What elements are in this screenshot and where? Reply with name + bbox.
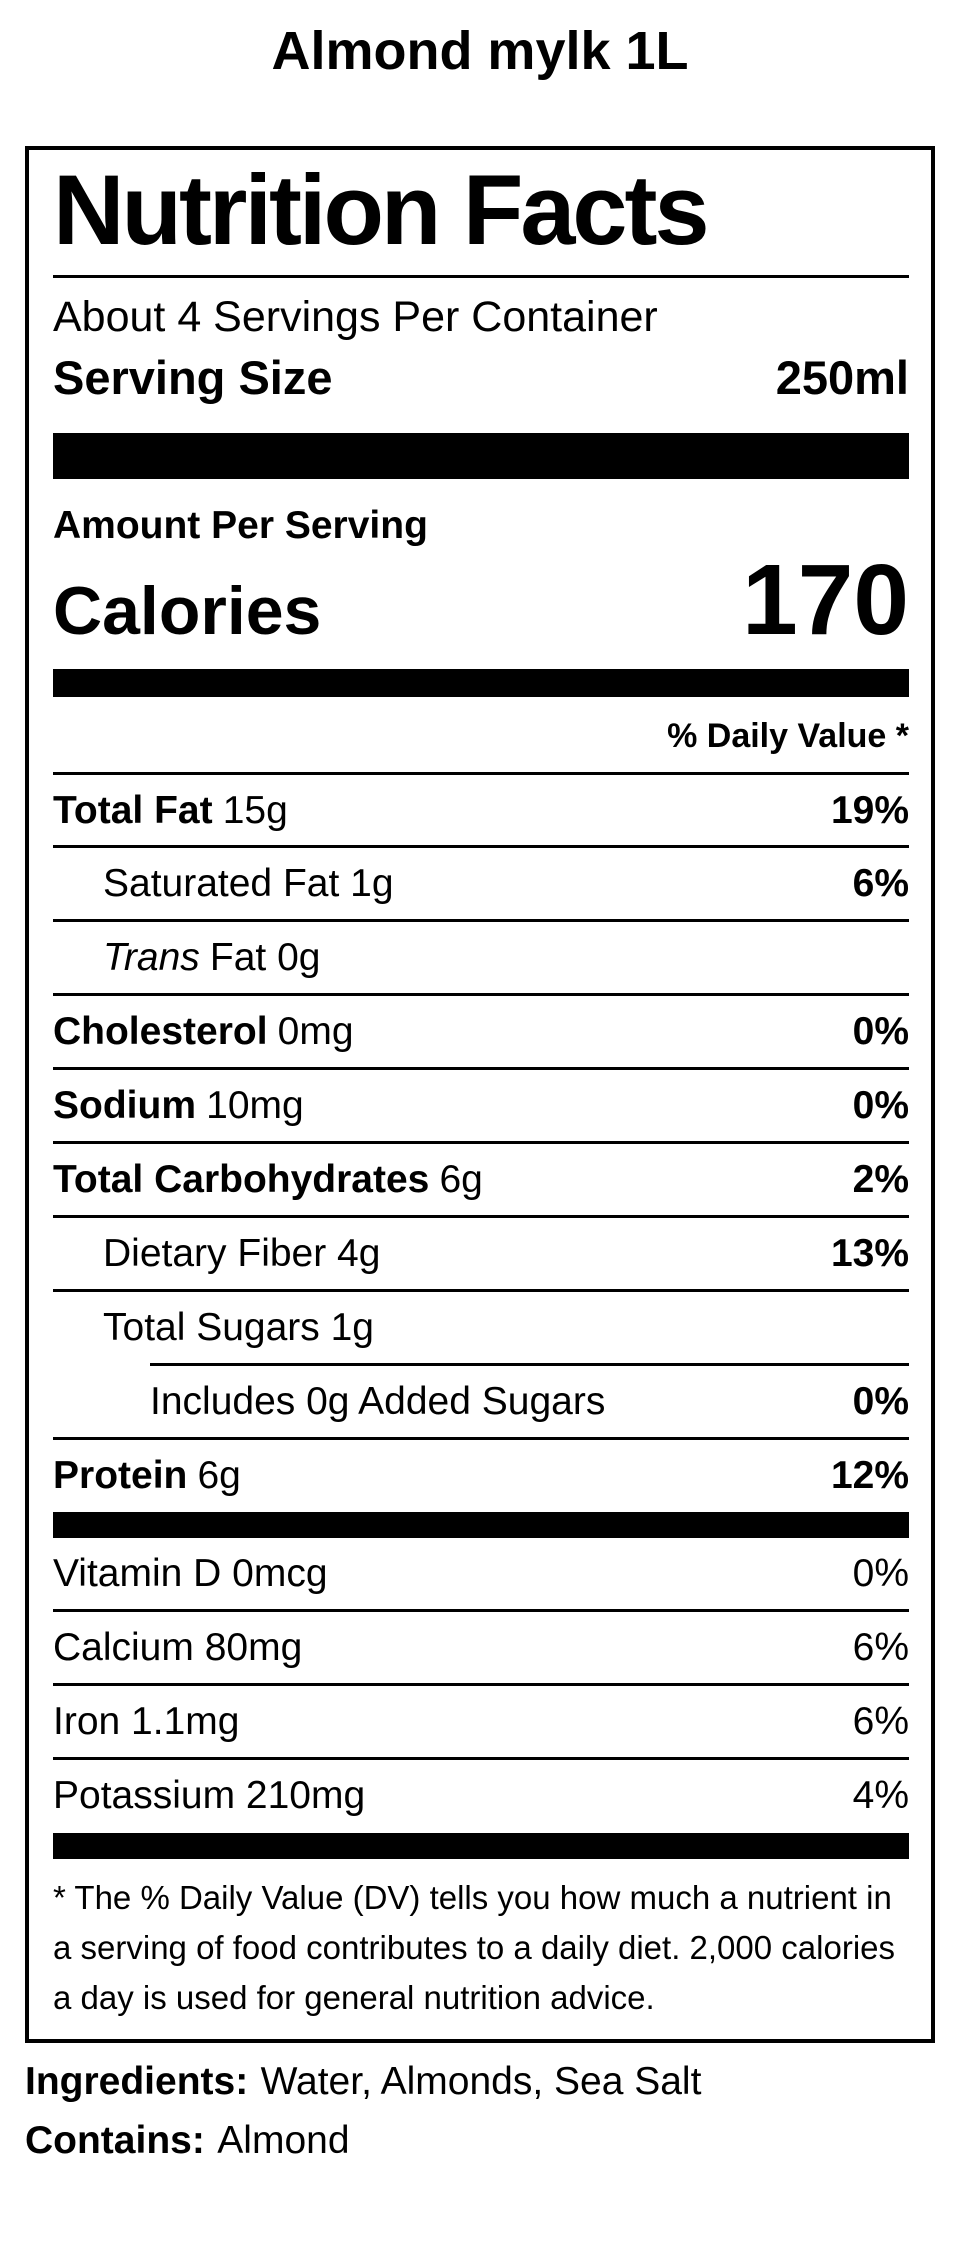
nutrient-amount: 6g [439, 1157, 483, 1201]
nutrient-dv: 6% [852, 862, 909, 906]
nutrient-dv: 19% [830, 788, 909, 832]
nutrient-row-dietary-fiber: Dietary Fiber 4g 13% [53, 1218, 909, 1289]
divider [53, 275, 909, 279]
divider [53, 1140, 909, 1144]
nutrient-amount: Fat 0g [209, 936, 321, 980]
nutrient-row-saturated-fat: Saturated Fat 1g 6% [53, 848, 909, 919]
vitamin-name: Potassium 210mg [53, 1774, 366, 1818]
vitamin-row-potassium: Potassium 210mg 4% [53, 1760, 909, 1831]
nutrient-row-sodium: Sodium 10mg 0% [53, 1070, 909, 1141]
nutrient-dv: 0% [852, 1010, 909, 1054]
serving-size-value: 250ml [775, 351, 909, 405]
nutrient-row-cholesterol: Cholesterol 0mg 0% [53, 996, 909, 1067]
nutrient-dv: 13% [830, 1231, 909, 1275]
medium-separator-bar [53, 1512, 909, 1539]
nutrient-dv: 0% [852, 1379, 909, 1423]
page-title: Almond mylk 1L [271, 21, 689, 81]
contains-label: Contains: [25, 2119, 205, 2163]
ingredients-line: Ingredients: Water, Almonds, Sea Salt [25, 2061, 960, 2104]
nutrient-amount: 10mg [206, 1084, 304, 1128]
daily-value-header: % Daily Value * [667, 716, 909, 755]
nutrient-amount: Includes 0g Added Sugars [150, 1379, 606, 1423]
divider [53, 1757, 909, 1761]
nutrient-name: Total Carbohydrates [53, 1157, 430, 1201]
nutrition-facts-box: Nutrition Facts About 4 Servings Per Con… [25, 146, 935, 2044]
divider [53, 993, 909, 997]
vitamin-dv: 4% [852, 1774, 909, 1818]
nutrient-amount: 6g [197, 1453, 241, 1497]
vitamin-name: Calcium 80mg [53, 1626, 303, 1670]
daily-value-footnote: * The % Daily Value (DV) tells you how m… [53, 1878, 895, 2017]
nutrient-name: Cholesterol [53, 1010, 268, 1054]
divider [53, 1436, 909, 1440]
divider [53, 1067, 909, 1071]
nutrition-facts-title: Nutrition Facts [53, 154, 710, 266]
nutrient-amount: Saturated Fat 1g [103, 862, 394, 906]
nutrient-row-total-carbohydrates: Total Carbohydrates 6g 2% [53, 1144, 909, 1215]
nutrient-name-italic: Trans [103, 936, 200, 980]
nutrient-dv: 12% [830, 1453, 909, 1497]
calories-label: Calories [53, 573, 322, 650]
nutrient-row-trans-fat: Trans Fat 0g [53, 922, 909, 993]
divider [53, 919, 909, 923]
vitamin-row-iron: Iron 1.1mg 6% [53, 1686, 909, 1757]
nutrient-amount: Total Sugars 1g [103, 1305, 375, 1349]
vitamin-row-vitamin-d: Vitamin D 0mcg 0% [53, 1538, 909, 1609]
divider [53, 1288, 909, 1292]
ingredients-label: Ingredients: [25, 2060, 249, 2104]
calories-row: Calories 170 [53, 550, 909, 650]
vitamin-name: Vitamin D 0mcg [53, 1552, 328, 1596]
divider [53, 1683, 909, 1687]
calories-value: 170 [742, 544, 909, 657]
vitamin-dv: 6% [852, 1626, 909, 1670]
nutrient-row-protein: Protein 6g 12% [53, 1440, 909, 1511]
nutrient-amount: Dietary Fiber 4g [103, 1231, 381, 1275]
vitamin-dv: 6% [852, 1700, 909, 1744]
vitamin-name: Iron 1.1mg [53, 1700, 240, 1744]
divider [53, 1609, 909, 1613]
medium-separator-bar [53, 1832, 909, 1859]
divider [53, 1214, 909, 1218]
divider-indented [150, 1362, 909, 1366]
nutrient-amount: 0mg [277, 1010, 354, 1054]
vitamin-row-calcium: Calcium 80mg 6% [53, 1612, 909, 1683]
nutrient-dv: 0% [852, 1084, 909, 1128]
nutrient-name: Protein [53, 1453, 188, 1497]
nutrient-name: Total Fat [53, 788, 213, 832]
divider [53, 845, 909, 849]
contains-line: Contains: Almond [25, 2119, 960, 2163]
servings-per-container: About 4 Servings Per Container [53, 293, 658, 342]
nutrient-row-total-sugars: Total Sugars 1g [53, 1292, 909, 1363]
nutrient-amount: 15g [222, 788, 288, 832]
thick-separator-bar [53, 433, 909, 480]
serving-size-label: Serving Size [53, 351, 333, 405]
nutrient-row-added-sugars: Includes 0g Added Sugars 0% [53, 1366, 909, 1437]
medium-separator-bar [53, 668, 909, 697]
nutrient-dv: 2% [852, 1157, 909, 1201]
divider [53, 771, 909, 775]
vitamin-dv: 0% [852, 1552, 909, 1596]
nutrient-row-total-fat: Total Fat 15g 19% [53, 775, 909, 846]
ingredients-value: Water, Almonds, Sea Salt [260, 2060, 702, 2104]
contains-value: Almond [217, 2119, 350, 2163]
amount-per-serving-label: Amount Per Serving [53, 504, 428, 548]
serving-size-row: Serving Size 250ml [53, 351, 909, 405]
nutrient-name: Sodium [53, 1084, 196, 1128]
